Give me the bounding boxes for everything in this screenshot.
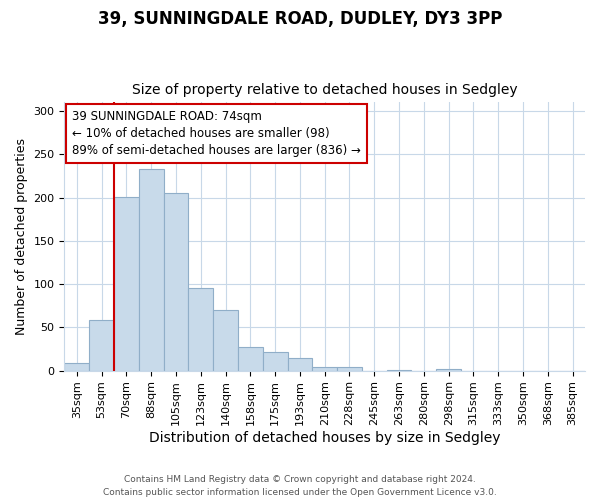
Bar: [436, 369, 461, 370]
X-axis label: Distribution of detached houses by size in Sedgley: Distribution of detached houses by size …: [149, 431, 500, 445]
Text: 39, SUNNINGDALE ROAD, DUDLEY, DY3 3PP: 39, SUNNINGDALE ROAD, DUDLEY, DY3 3PP: [98, 10, 502, 28]
Bar: [164, 193, 188, 370]
Bar: [89, 320, 114, 370]
Bar: [213, 310, 238, 370]
Text: 39 SUNNINGDALE ROAD: 74sqm
← 10% of detached houses are smaller (98)
89% of semi: 39 SUNNINGDALE ROAD: 74sqm ← 10% of deta…: [72, 110, 361, 158]
Title: Size of property relative to detached houses in Sedgley: Size of property relative to detached ho…: [132, 83, 518, 97]
Bar: [337, 367, 362, 370]
Bar: [238, 347, 263, 370]
Bar: [188, 288, 213, 370]
Bar: [263, 352, 287, 370]
Bar: [64, 363, 89, 370]
Bar: [114, 196, 139, 370]
Bar: [313, 367, 337, 370]
Y-axis label: Number of detached properties: Number of detached properties: [15, 138, 28, 335]
Bar: [139, 169, 164, 370]
Bar: [287, 358, 313, 370]
Text: Contains HM Land Registry data © Crown copyright and database right 2024.
Contai: Contains HM Land Registry data © Crown c…: [103, 475, 497, 497]
